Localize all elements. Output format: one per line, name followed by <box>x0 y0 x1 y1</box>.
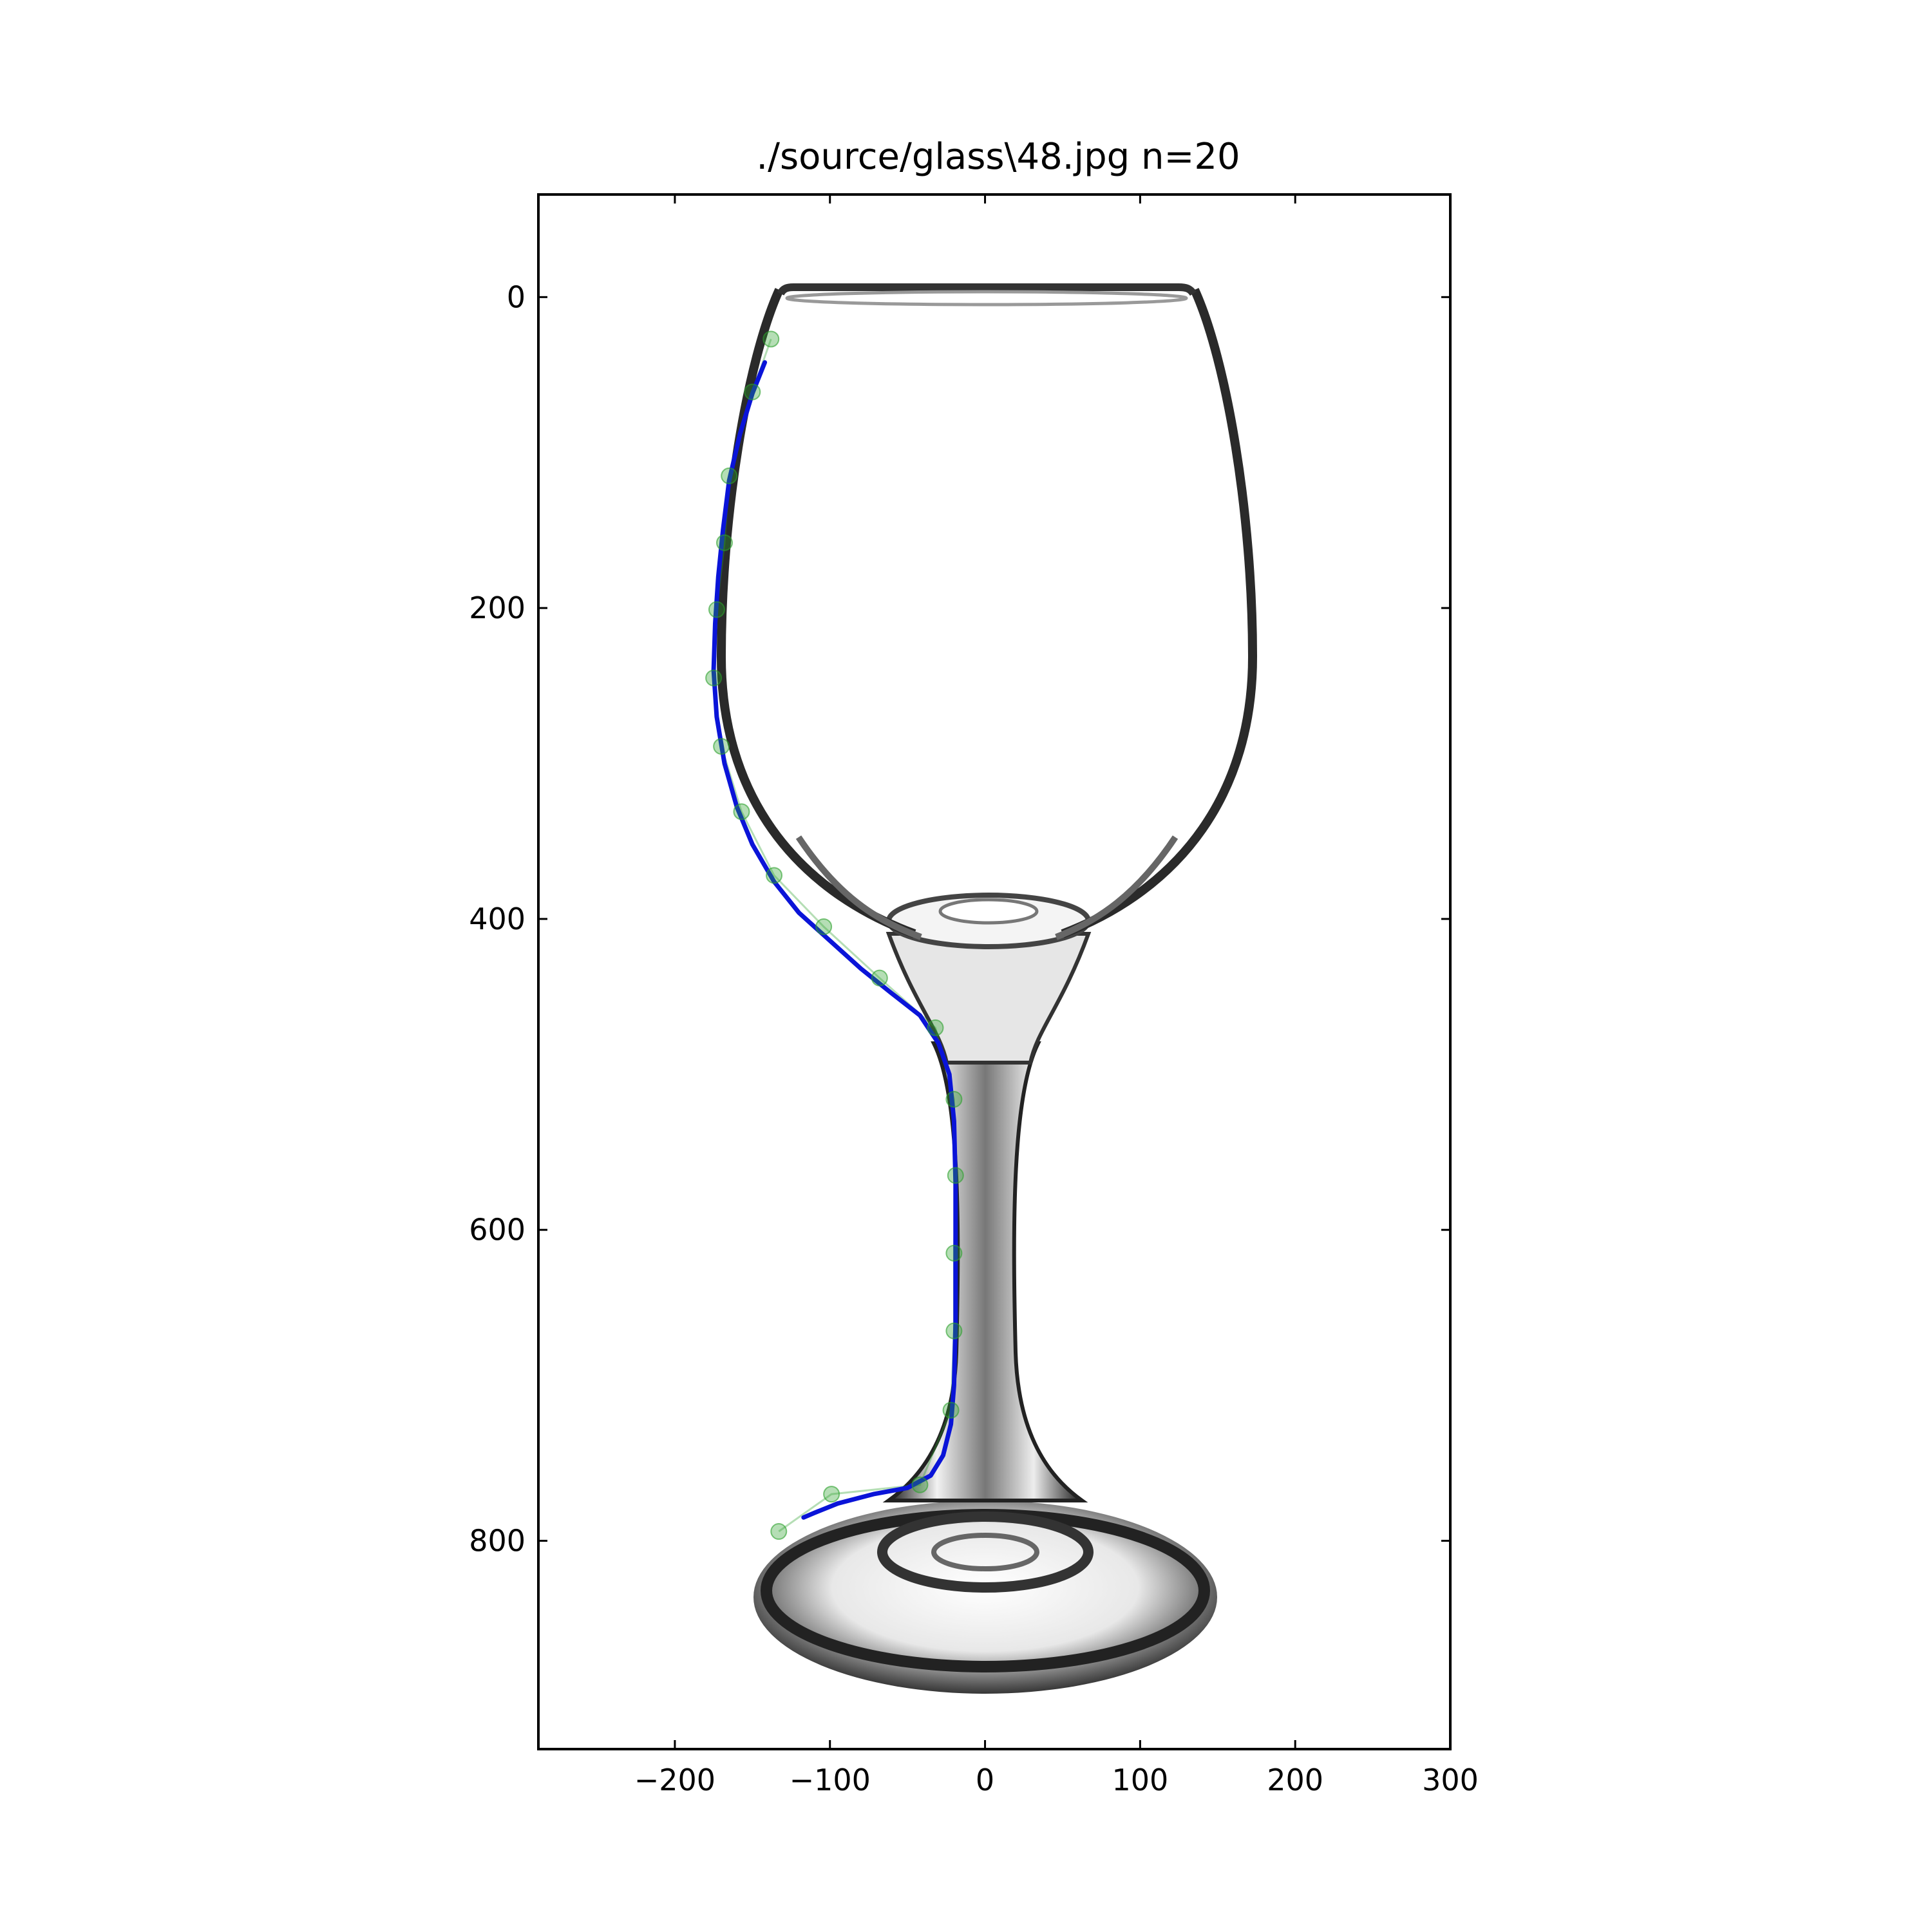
sample-point <box>945 1322 963 1340</box>
sample-point <box>715 534 733 551</box>
glass-foot-inner-ring <box>877 1511 1094 1593</box>
sample-point <box>947 1167 964 1184</box>
glass-foot <box>753 1501 1217 1694</box>
sample-point <box>766 867 783 884</box>
sample-point <box>713 737 730 755</box>
sample-point <box>945 1090 963 1108</box>
axes-frame <box>537 193 1452 1750</box>
glass-foot-center <box>931 1533 1039 1571</box>
sample-point <box>762 330 780 348</box>
x-tick-label: 0 <box>976 1763 994 1797</box>
x-tick-label: 200 <box>1267 1763 1323 1797</box>
sample-point <box>744 383 761 401</box>
glass-bowl-base <box>886 932 1092 1065</box>
sample-point <box>733 803 750 820</box>
sample-point <box>708 601 725 618</box>
y-tick-label: 600 <box>469 1213 526 1247</box>
x-tick-label: −100 <box>790 1763 871 1797</box>
x-tick-label: 300 <box>1422 1763 1479 1797</box>
sample-point <box>815 918 833 935</box>
y-axis: 0 200 400 600 800 <box>469 279 1450 1558</box>
sample-point <box>927 1019 944 1036</box>
x-axis: −200 −100 0 100 200 300 <box>634 194 1479 1797</box>
y-tick-label: 800 <box>469 1524 526 1558</box>
sample-point <box>721 467 738 484</box>
x-tick-label: −200 <box>634 1763 715 1797</box>
series-layer <box>705 330 964 1540</box>
y-tick-label: 400 <box>469 902 526 936</box>
wine-glass-image <box>716 283 1258 1694</box>
sample-point <box>871 969 888 987</box>
sample-point <box>823 1486 840 1503</box>
plot-area: −200 −100 0 100 200 300 0 200 400 600 800 <box>469 193 1479 1797</box>
sample-point <box>911 1476 929 1493</box>
sample-point <box>705 669 723 687</box>
y-tick-label: 0 <box>507 279 526 314</box>
chart-title: ./source/glass\48.jpg n=20 <box>756 136 1240 178</box>
x-tick-label: 100 <box>1112 1763 1168 1797</box>
y-tick-label: 200 <box>469 591 526 625</box>
glass-bowl <box>716 288 1258 938</box>
sample-point <box>770 1523 788 1540</box>
glass-bowl-inner-shadow <box>795 835 1179 940</box>
fitted-curve-line <box>711 360 958 1520</box>
glass-bowl-inner-knot-top <box>938 898 1039 925</box>
sample-point <box>945 1244 963 1262</box>
glass-rim-highlight <box>785 290 1188 307</box>
sample-point <box>942 1401 960 1419</box>
glass-rim <box>777 283 1197 296</box>
